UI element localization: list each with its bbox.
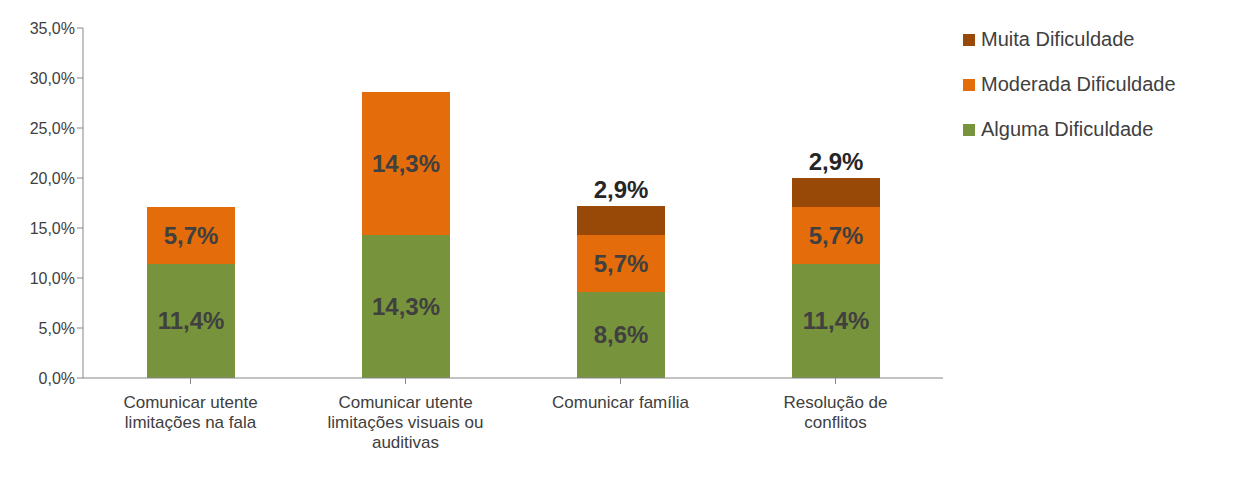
svg-text:5,7%: 5,7% <box>164 222 219 249</box>
html-text:Moderada Dificuldade: Moderada Dificuldade <box>981 73 1176 95</box>
svg-text:14,3%: 14,3% <box>372 150 440 177</box>
html-text:Muita Dificuldade: Muita Dificuldade <box>981 28 1135 50</box>
svg-text:11,4%: 11,4% <box>158 307 225 334</box>
svg-text:Comunicar família: Comunicar família <box>552 393 690 412</box>
svg-text:11,4%: 11,4% <box>803 307 870 334</box>
svg-text:Resolução deconflitos: Resolução deconflitos <box>784 393 888 432</box>
svg-text:35,0%: 35,0% <box>30 20 75 37</box>
html-text:Alguma Dificuldade: Alguma Dificuldade <box>981 118 1154 140</box>
svg-text:30,0%: 30,0% <box>30 70 75 87</box>
svg-text:0,0%: 0,0% <box>39 370 75 387</box>
svg-text:Comunicar utentelimitações vis: Comunicar utentelimitações visuais ouaud… <box>328 393 484 452</box>
svg-text:10,0%: 10,0% <box>30 270 75 287</box>
svg-text:Comunicar utentelimitações na: Comunicar utentelimitações na fala <box>123 393 257 432</box>
svg-text:20,0%: 20,0% <box>30 170 75 187</box>
svg-text:2,9%: 2,9% <box>809 148 864 175</box>
svg-text:15,0%: 15,0% <box>30 220 75 237</box>
svg-text:2,9%: 2,9% <box>594 176 649 203</box>
svg-text:5,0%: 5,0% <box>39 320 75 337</box>
svg-text:25,0%: 25,0% <box>30 120 75 137</box>
svg-text:8,6%: 8,6% <box>594 321 649 348</box>
svg-text:14,3%: 14,3% <box>372 293 440 320</box>
svg-text:5,7%: 5,7% <box>809 222 864 249</box>
svg-text:5,7%: 5,7% <box>594 250 649 277</box>
